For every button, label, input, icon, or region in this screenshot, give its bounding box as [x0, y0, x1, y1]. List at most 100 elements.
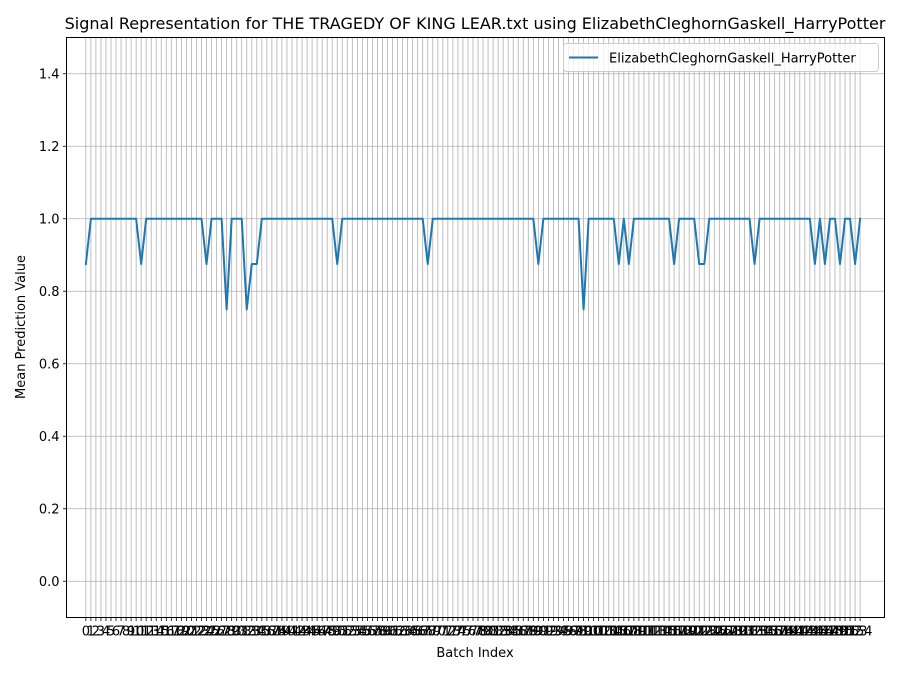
y-tick-label: 0.2 — [39, 502, 60, 517]
x-tick-label: 45 — [304, 625, 321, 640]
x-tick-label: 141 — [782, 625, 807, 640]
series-line — [84, 217, 862, 311]
x-tick-label: 0 — [82, 625, 90, 640]
x-tick-label: 62 — [389, 625, 406, 640]
x-tick-label: 123 — [692, 625, 717, 640]
x-tick-label: 144 — [797, 625, 822, 640]
legend: ElizabethCleghornGaskell_HarryPotter — [563, 43, 879, 72]
x-axis-label: Batch Index — [436, 646, 514, 661]
chart-title: Signal Representation for THE TRAGEDY OF… — [65, 14, 886, 34]
y-tick-label: 0.8 — [39, 285, 60, 300]
x-tick-label: 19 — [173, 625, 190, 640]
x-tick-label: 17 — [163, 625, 180, 640]
x-tick-label: 58 — [369, 625, 386, 640]
x-tick-label: 30 — [228, 625, 245, 640]
x-tick-label: 88 — [520, 625, 537, 640]
x-tick-label: 103 — [591, 625, 616, 640]
x-tick-label: 128 — [717, 625, 742, 640]
x-tick-label: 152 — [838, 625, 863, 640]
x-tick-label: 50 — [329, 625, 346, 640]
x-tick-label: 102 — [586, 625, 611, 640]
x-tick-label: 34 — [249, 625, 266, 640]
x-tick-label: 77 — [465, 625, 482, 640]
x-tick-label: 14 — [148, 625, 165, 640]
x-tick-label: 142 — [787, 625, 812, 640]
x-tick-label: 131 — [732, 625, 757, 640]
x-tick-label: 143 — [792, 625, 817, 640]
x-tick-label: 81 — [485, 625, 502, 640]
x-tick-label: 4 — [102, 625, 110, 640]
x-tick-label: 28 — [218, 625, 235, 640]
x-tick-label: 154 — [848, 625, 873, 640]
x-tick-label: 85 — [505, 625, 522, 640]
x-tick-label: 57 — [364, 625, 381, 640]
x-tick-label: 120 — [677, 625, 702, 640]
x-tick-label: 48 — [319, 625, 336, 640]
x-tick-label: 13 — [143, 625, 160, 640]
x-tick-label: 52 — [339, 625, 356, 640]
x-tick-label: 39 — [274, 625, 291, 640]
x-tick-label: 54 — [349, 625, 366, 640]
x-tick-label: 29 — [223, 625, 240, 640]
x-tick-label: 104 — [596, 625, 621, 640]
x-tick-label: 46 — [309, 625, 326, 640]
x-tick-label: 16 — [158, 625, 175, 640]
x-tick-label: 18 — [168, 625, 185, 640]
x-tick-label: 110 — [626, 625, 651, 640]
x-tick-label: 122 — [687, 625, 712, 640]
x-tick-label: 132 — [737, 625, 762, 640]
x-tick-label: 20 — [178, 625, 195, 640]
x-tick-label: 124 — [697, 625, 722, 640]
x-tick-label: 68 — [419, 625, 436, 640]
y-tick-label: 0.4 — [39, 430, 60, 445]
x-tick-label: 96 — [560, 625, 577, 640]
x-tick-label: 78 — [470, 625, 487, 640]
x-tick-label: 47 — [314, 625, 331, 640]
x-tick-label: 66 — [409, 625, 426, 640]
x-tick-label: 147 — [813, 625, 838, 640]
x-tick-label: 24 — [198, 625, 215, 640]
x-tick-label: 74 — [450, 625, 467, 640]
x-tick-label: 7 — [117, 625, 125, 640]
x-tick-label: 137 — [762, 625, 787, 640]
legend-box — [563, 43, 879, 72]
x-tick-label: 125 — [702, 625, 727, 640]
x-tick-label: 130 — [727, 625, 752, 640]
x-tick-label: 105 — [601, 625, 626, 640]
x-axis-ticks: 0123456789101112131415161718192021222324… — [82, 617, 873, 640]
x-tick-label: 79 — [475, 625, 492, 640]
x-tick-label: 55 — [354, 625, 371, 640]
x-tick-label: 111 — [632, 625, 657, 640]
x-tick-label: 25 — [203, 625, 220, 640]
x-gridlines — [85, 37, 861, 618]
legend-label: ElizabethCleghornGaskell_HarryPotter — [609, 52, 856, 67]
x-tick-label: 99 — [575, 625, 592, 640]
x-tick-label: 98 — [570, 625, 587, 640]
x-tick-label: 59 — [374, 625, 391, 640]
x-tick-label: 92 — [540, 625, 557, 640]
x-tick-label: 12 — [138, 625, 155, 640]
x-tick-label: 108 — [616, 625, 641, 640]
y-tick-label: 1.4 — [39, 67, 60, 82]
x-tick-label: 136 — [757, 625, 782, 640]
x-tick-label: 64 — [399, 625, 416, 640]
x-tick-label: 149 — [823, 625, 848, 640]
x-tick-label: 49 — [324, 625, 341, 640]
x-tick-label: 116 — [657, 625, 682, 640]
x-tick-label: 140 — [777, 625, 802, 640]
x-tick-label: 60 — [379, 625, 396, 640]
x-tick-label: 150 — [828, 625, 853, 640]
x-tick-label: 153 — [843, 625, 868, 640]
y-tick-label: 0.6 — [39, 357, 60, 372]
x-tick-label: 42 — [289, 625, 306, 640]
x-tick-label: 95 — [555, 625, 572, 640]
x-tick-label: 76 — [460, 625, 477, 640]
x-tick-label: 119 — [672, 625, 697, 640]
x-tick-label: 22 — [188, 625, 205, 640]
x-tick-label: 91 — [535, 625, 552, 640]
y-tick-label: 1.2 — [39, 140, 60, 155]
x-tick-label: 118 — [667, 625, 692, 640]
x-tick-label: 36 — [259, 625, 276, 640]
